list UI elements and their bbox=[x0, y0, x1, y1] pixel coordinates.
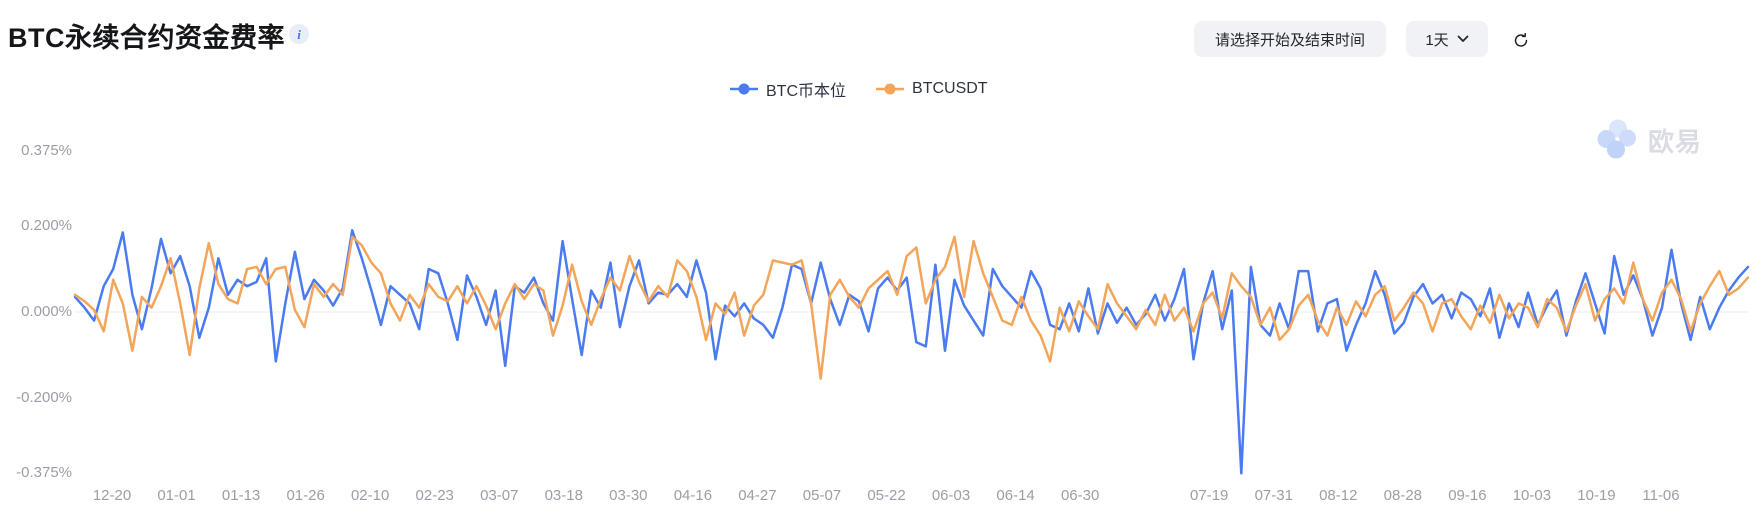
y-axis-label: 0.200% bbox=[21, 217, 72, 234]
y-axis-label: -0.200% bbox=[16, 389, 72, 406]
x-axis-label: 02-10 bbox=[350, 487, 390, 504]
x-axis-label: 04-27 bbox=[738, 487, 777, 504]
y-axis-label: 0.375% bbox=[21, 141, 72, 159]
legend-marker-icon bbox=[876, 83, 905, 95]
x-axis-label: 03-18 bbox=[544, 487, 583, 504]
okx-watermark: 欧易 bbox=[1596, 118, 1702, 162]
chevron-down-icon bbox=[1457, 35, 1469, 42]
x-axis-label: 11-06 bbox=[1642, 487, 1680, 504]
x-axis-label: 08-28 bbox=[1383, 487, 1423, 504]
x-axis-label: 10-19 bbox=[1577, 487, 1616, 504]
okx-logo-icon bbox=[1597, 119, 1636, 159]
x-axis-label: 01-01 bbox=[157, 487, 196, 504]
legend-item-btcusdt[interactable]: BTCUSDT bbox=[876, 80, 988, 98]
watermark-label: 欧易 bbox=[1648, 126, 1703, 157]
x-axis-label: 05-22 bbox=[867, 487, 906, 504]
series-line-btcusdt bbox=[73, 235, 1750, 380]
x-axis-label: 07-19 bbox=[1190, 487, 1229, 504]
page-title: BTC永续合约资金费率 bbox=[8, 23, 285, 53]
legend-marker-icon bbox=[730, 83, 758, 95]
x-axis-label: 03-07 bbox=[480, 487, 519, 504]
chart-legend: BTC币本位 BTCUSDT bbox=[730, 77, 988, 101]
legend-item-btc-coin-margined[interactable]: BTC币本位 bbox=[730, 77, 846, 101]
x-axis-label: 06-30 bbox=[1060, 487, 1100, 504]
x-axis-label: 10-03 bbox=[1512, 487, 1552, 504]
x-axis-label: 09-16 bbox=[1448, 487, 1487, 504]
x-axis-label: 06-14 bbox=[996, 487, 1035, 504]
refresh-icon bbox=[1514, 32, 1528, 47]
x-axis-label: 05-07 bbox=[802, 487, 842, 504]
x-axis-label: 07-31 bbox=[1254, 487, 1293, 504]
series-line-btc-coin-margined bbox=[73, 229, 1750, 475]
x-axis-label: 01-13 bbox=[221, 487, 261, 504]
legend-item-label: BTC币本位 bbox=[766, 83, 847, 100]
x-axis-label: 02-23 bbox=[415, 487, 454, 504]
x-axis-label: 12-20 bbox=[92, 487, 132, 504]
interval-dropdown[interactable]: 1天 bbox=[1406, 21, 1488, 57]
info-icon[interactable]: i bbox=[289, 24, 309, 44]
x-axis-label: 01-26 bbox=[286, 487, 325, 504]
x-axis-label: 04-16 bbox=[673, 487, 713, 504]
x-axis-label: 03-30 bbox=[609, 487, 648, 504]
legend-item-label: BTCUSDT bbox=[912, 80, 988, 97]
y-axis-label: -0.375% bbox=[16, 464, 72, 482]
x-axis-label: 06-03 bbox=[931, 487, 971, 504]
date-range-button[interactable]: 请选择开始及结束时间 bbox=[1194, 21, 1386, 57]
x-axis-label: 08-12 bbox=[1319, 487, 1358, 504]
refresh-button[interactable] bbox=[1506, 27, 1536, 53]
y-axis-label: 0.000% bbox=[21, 303, 72, 320]
